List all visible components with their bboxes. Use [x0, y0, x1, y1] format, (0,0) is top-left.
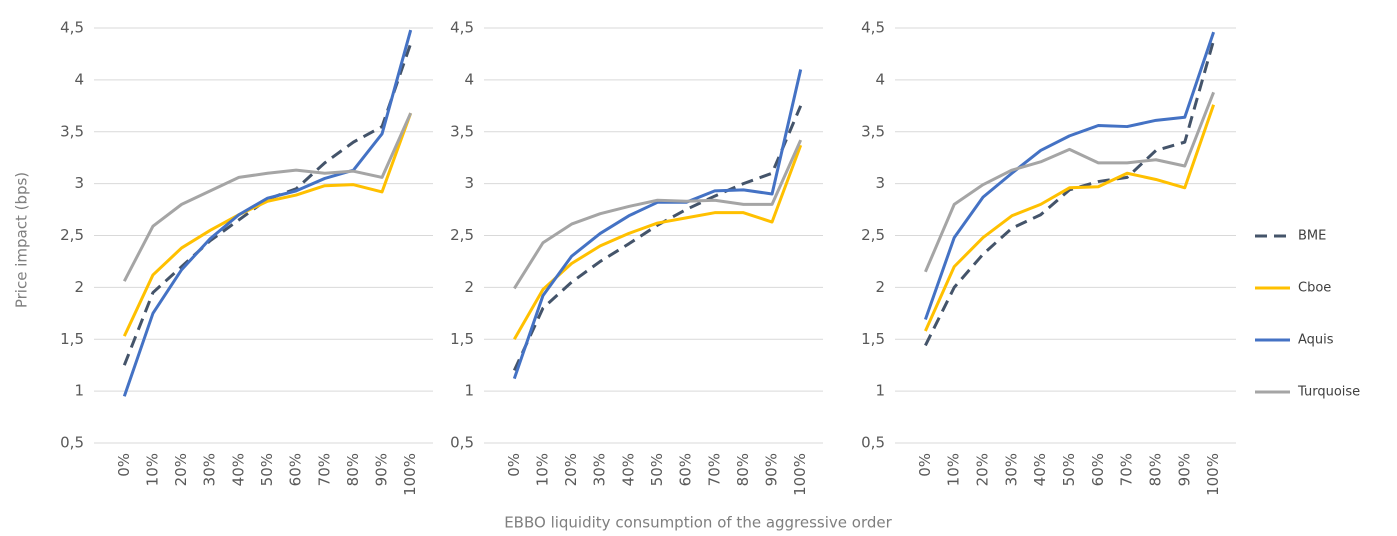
y-tick-label: 3,5 — [60, 122, 84, 140]
x-tick-label: 50% — [258, 453, 276, 486]
series-line — [122, 112, 413, 282]
y-tick-label: 0,5 — [450, 434, 474, 452]
x-tick-label: 20% — [562, 453, 580, 486]
x-tick-label: 90% — [763, 453, 781, 486]
series-line — [923, 31, 1216, 321]
series-line — [122, 29, 413, 397]
x-tick-label: 30% — [1002, 453, 1020, 486]
y-tick-label: 4,5 — [861, 19, 885, 37]
x-tick-label: 100% — [1204, 453, 1222, 496]
x-tick-label: 60% — [287, 453, 305, 486]
legend-label: Aquis — [1298, 333, 1334, 348]
y-tick-label: 1,5 — [450, 330, 474, 348]
x-tick-label: 30% — [591, 453, 609, 486]
y-tick-label: 4,5 — [450, 19, 474, 37]
y-tick-label: 3 — [875, 174, 885, 192]
y-tick-label: 3,5 — [450, 122, 474, 140]
x-tick-label: 40% — [1031, 453, 1049, 486]
x-tick-label: 40% — [229, 453, 247, 486]
x-tick-label: 20% — [172, 453, 190, 486]
y-tick-label: 1 — [875, 382, 885, 400]
series-line — [924, 104, 1216, 332]
x-tick-label: 20% — [974, 453, 992, 486]
y-tick-label: 1,5 — [60, 330, 84, 348]
y-tick-label: 2,5 — [861, 226, 885, 244]
x-axis-title: EBBO liquidity consumption of the aggres… — [504, 514, 892, 532]
x-tick-label: 80% — [344, 453, 362, 486]
y-tick-label: 3 — [464, 174, 474, 192]
y-tick-label: 2,5 — [60, 226, 84, 244]
x-tick-label: 80% — [1146, 453, 1164, 486]
y-tick-label: 0,5 — [861, 434, 885, 452]
x-tick-label: 90% — [373, 453, 391, 486]
x-tick-label: 0% — [505, 453, 523, 477]
y-tick-label: 0,5 — [60, 434, 84, 452]
series-line — [513, 144, 803, 340]
y-tick-label: 2 — [464, 278, 474, 296]
series-line — [512, 69, 803, 380]
y-tick-label: 4,5 — [60, 19, 84, 37]
y-tick-label: 1 — [74, 382, 84, 400]
x-tick-label: 100% — [401, 453, 419, 496]
series-line — [122, 112, 413, 337]
x-tick-label: 100% — [791, 453, 809, 496]
legend-label: Cboe — [1298, 281, 1331, 296]
x-tick-label: 70% — [705, 453, 723, 486]
series-line — [924, 91, 1215, 273]
series-line — [513, 139, 803, 290]
y-tick-label: 3,5 — [861, 122, 885, 140]
x-tick-label: 70% — [1118, 453, 1136, 486]
x-tick-label: 30% — [201, 453, 219, 486]
legend-label: Turquoise — [1297, 385, 1360, 400]
x-tick-label: 10% — [143, 453, 161, 486]
legend-label: BME — [1298, 229, 1326, 244]
x-tick-label: 60% — [1089, 453, 1107, 486]
x-tick-label: 80% — [734, 453, 752, 486]
x-tick-label: 40% — [619, 453, 637, 486]
x-tick-label: 0% — [916, 453, 934, 477]
y-tick-label: 3 — [74, 174, 84, 192]
series-line — [122, 43, 413, 366]
y-tick-label: 1,5 — [861, 330, 885, 348]
x-tick-label: 60% — [677, 453, 695, 486]
y-tick-label: 4 — [464, 70, 474, 88]
y-tick-label: 4 — [875, 70, 885, 88]
x-tick-label: 90% — [1175, 453, 1193, 486]
x-tick-label: 0% — [115, 453, 133, 477]
series-line — [924, 40, 1216, 347]
series-line — [512, 105, 803, 372]
y-tick-label: 4 — [74, 70, 84, 88]
y-tick-label: 2 — [875, 278, 885, 296]
x-tick-label: 50% — [648, 453, 666, 486]
x-tick-label: 70% — [315, 453, 333, 486]
y-axis-title: Price impact (bps) — [13, 172, 31, 308]
y-tick-label: 2,5 — [450, 226, 474, 244]
x-tick-label: 50% — [1060, 453, 1078, 486]
y-tick-label: 1 — [464, 382, 474, 400]
y-tick-label: 2 — [74, 278, 84, 296]
x-tick-label: 10% — [945, 453, 963, 486]
x-tick-label: 10% — [533, 453, 551, 486]
